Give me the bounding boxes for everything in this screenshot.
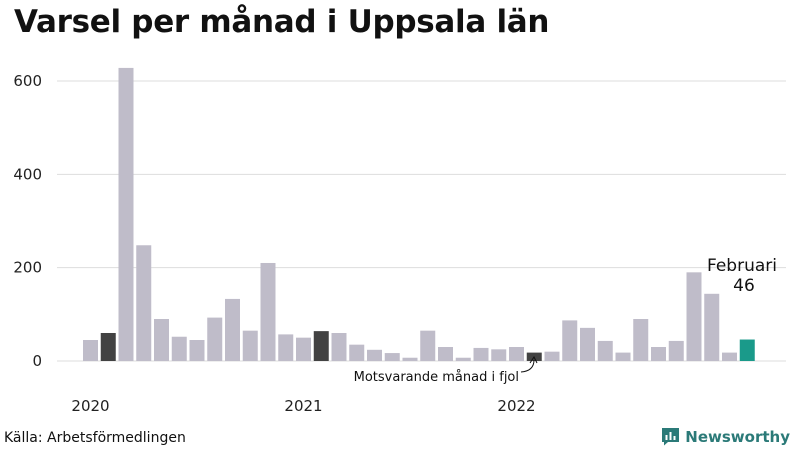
bar — [722, 352, 737, 361]
y-tick-label: 400 — [13, 165, 42, 183]
bar — [384, 353, 400, 361]
bar — [171, 336, 187, 361]
bar — [686, 272, 702, 361]
bar — [118, 67, 134, 361]
bar — [562, 320, 578, 361]
bar — [225, 298, 240, 361]
x-axis-tick-labels: 2020 2021 2022 — [71, 397, 535, 415]
bar — [544, 351, 560, 361]
bar — [509, 346, 524, 361]
bar — [615, 352, 631, 361]
bar — [704, 293, 720, 361]
x-tick-label: 2022 — [497, 397, 535, 415]
bar — [331, 332, 347, 361]
bar — [189, 339, 205, 361]
bar — [296, 337, 311, 361]
bar — [136, 245, 152, 361]
bar-current-month — [739, 339, 755, 361]
bar — [633, 318, 649, 361]
x-tick-label: 2020 — [71, 397, 109, 415]
chart-title: Varsel per månad i Uppsala län — [14, 4, 550, 40]
bar — [278, 334, 294, 361]
bar — [367, 349, 382, 361]
same-month-annotation-label: Motsvarande månad i fjol — [354, 370, 519, 385]
bar — [154, 318, 169, 361]
current-month-label: Februari — [707, 256, 777, 276]
bar — [491, 349, 507, 361]
annotation-arrowhead — [529, 356, 538, 364]
source-note: Källa: Arbetsförmedlingen — [4, 430, 186, 446]
same-month-annotation: Motsvarande månad i fjol — [354, 356, 538, 385]
bar — [455, 357, 471, 361]
bar — [242, 330, 258, 361]
bar — [668, 340, 684, 361]
bar-same-month — [313, 331, 329, 361]
current-month-callout: Februari 46 — [707, 256, 777, 296]
current-value-label: 46 — [733, 276, 755, 296]
bar — [402, 357, 418, 361]
brand-name: Newsworthy — [685, 427, 790, 446]
bar — [651, 346, 666, 361]
newsworthy-logo-icon — [662, 428, 680, 446]
y-tick-label: 200 — [13, 259, 42, 277]
bar — [260, 262, 276, 361]
bar — [83, 339, 98, 361]
y-axis-tick-labels: 0 200 400 600 — [13, 72, 42, 370]
newsworthy-brand: Newsworthy — [661, 427, 790, 446]
bar — [597, 340, 613, 361]
annotation-arrow — [520, 359, 535, 373]
bar — [207, 317, 223, 361]
x-tick-label: 2021 — [284, 397, 322, 415]
bar — [349, 344, 365, 361]
bar — [473, 347, 489, 361]
y-tick-label: 0 — [32, 352, 42, 370]
bar — [580, 327, 595, 361]
bar — [420, 330, 436, 361]
bars — [83, 67, 755, 361]
bar-same-month — [100, 332, 116, 361]
y-tick-label: 600 — [13, 72, 42, 90]
bar — [438, 346, 453, 361]
